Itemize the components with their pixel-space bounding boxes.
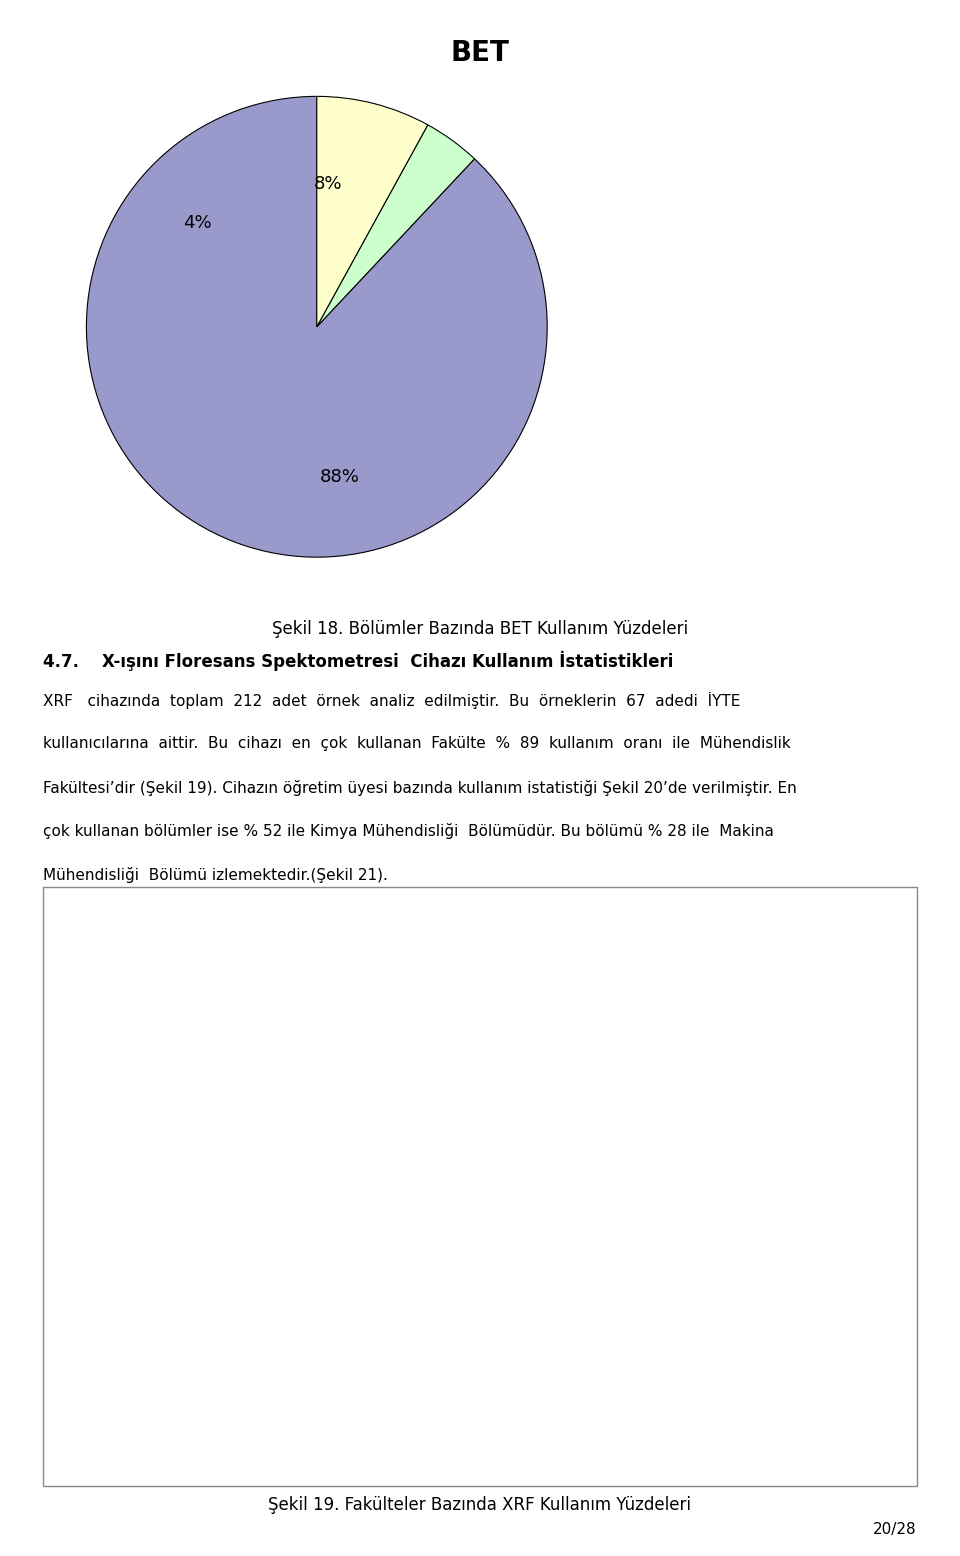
Text: 89%: 89% [267, 1309, 307, 1326]
Text: 8%: 8% [314, 174, 343, 193]
Title: XRF: XRF [276, 909, 328, 932]
Legend: FEN FAKÜLTESİ, MİMARLIK FAKÜLTESİ, MÜHENDİSLİK
FAKÜLTESİ: FEN FAKÜLTESİ, MİMARLIK FAKÜLTESİ, MÜHEN… [569, 1117, 793, 1256]
Text: Şekil 18. Bölümler Bazında BET Kullanım Yüzdeleri: Şekil 18. Bölümler Bazında BET Kullanım … [272, 619, 688, 638]
Text: 4%: 4% [182, 215, 211, 232]
Wedge shape [200, 996, 302, 1186]
Text: kullanıcılarına  aittir.  Bu  cihazı  en  çok  kullanan  Fakülte  %  89  kullanı: kullanıcılarına aittir. Bu cihazı en çok… [43, 736, 791, 752]
Wedge shape [86, 96, 547, 557]
Wedge shape [110, 994, 494, 1379]
Text: 4%: 4% [346, 1066, 374, 1085]
Text: XRF   cihazında  toplam  212  adet  örnek  analiz  edilmiştir.  Bu  örneklerin  : XRF cihazında toplam 212 adet örnek anal… [43, 692, 740, 710]
Text: Mühendisliği  Bölümü izlemektedir.(Şekil 21).: Mühendisliği Bölümü izlemektedir.(Şekil … [43, 867, 388, 882]
Wedge shape [163, 1024, 302, 1186]
Text: BET: BET [450, 39, 510, 67]
Text: 88%: 88% [320, 467, 360, 485]
Wedge shape [317, 124, 474, 327]
Text: çok kullanan bölümler ise % 52 ile Kimya Mühendisliği  Bölümüdür. Bu bölümü % 28: çok kullanan bölümler ise % 52 ile Kimya… [43, 823, 774, 839]
Text: 7%: 7% [230, 1058, 259, 1077]
Text: 4.7.    X-ışını Floresans Spektometresi  Cihazı Kullanım İstatistikleri: 4.7. X-ışını Floresans Spektometresi Cih… [43, 650, 674, 671]
Legend: Kimya Bölümü, Fizik Bölümü, Makina Mühendisliği: Kimya Bölümü, Fizik Bölümü, Makina Mühen… [585, 247, 826, 375]
Text: Şekil 19. Fakülteler Bazında XRF Kullanım Yüzdeleri: Şekil 19. Fakülteler Bazında XRF Kullanı… [269, 1495, 691, 1514]
Text: 20/28: 20/28 [874, 1522, 917, 1537]
Text: Fakültesi’dir (Şekil 19). Cihazın öğretim üyesi bazında kullanım istatistiği Şek: Fakültesi’dir (Şekil 19). Cihazın öğreti… [43, 780, 797, 795]
Wedge shape [317, 96, 428, 327]
